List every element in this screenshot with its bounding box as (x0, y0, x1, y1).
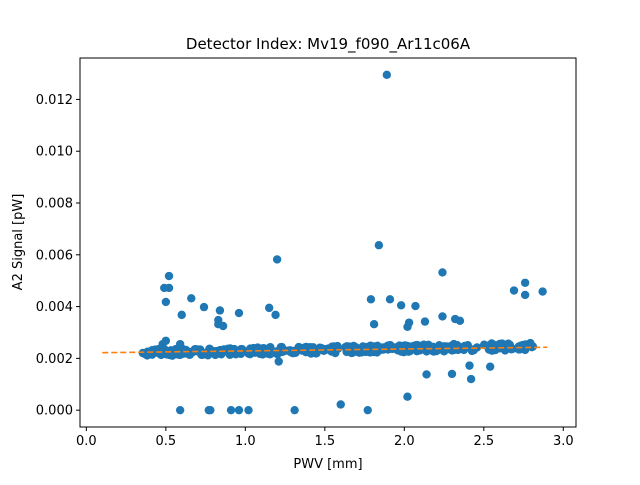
data-point (191, 346, 200, 355)
data-point (175, 339, 185, 349)
data-point (164, 271, 174, 281)
data-point (175, 405, 185, 415)
y-tick-label: 0.002 (36, 352, 73, 367)
data-point (272, 347, 281, 356)
data-point (509, 286, 519, 295)
y-axis-ticks: 0.000 0.002 0.004 0.006 0.008 0.010 0.012 (36, 93, 80, 419)
data-point (538, 287, 547, 296)
y-tick-label: 0.000 (36, 404, 73, 419)
data-point (167, 349, 177, 359)
data-point (435, 341, 444, 350)
data-point (374, 241, 384, 250)
data-point (274, 357, 283, 366)
data-point (225, 350, 235, 360)
data-point (422, 370, 431, 379)
x-axis-label: PWV [mm] (293, 457, 362, 472)
data-point (177, 310, 186, 320)
y-tick-label: 0.004 (36, 300, 73, 315)
data-point (321, 344, 330, 354)
data-point (467, 346, 477, 355)
x-tick-label: 1.0 (235, 434, 256, 449)
y-tick-label: 0.008 (36, 197, 73, 212)
data-point (426, 343, 436, 352)
x-tick-label: 0.5 (156, 434, 177, 449)
data-point (187, 294, 196, 303)
data-point (293, 344, 303, 353)
x-tick-label: 0.0 (76, 434, 97, 449)
data-point (520, 290, 530, 300)
x-tick-label: 2.5 (473, 434, 494, 449)
data-point (199, 302, 209, 312)
data-point (447, 369, 457, 379)
data-point (336, 400, 345, 409)
data-point (161, 297, 171, 307)
fit-line (102, 346, 548, 354)
data-point (396, 346, 406, 355)
data-point (396, 301, 406, 310)
fit-line-layer (102, 346, 548, 354)
data-point (348, 344, 357, 354)
data-point (290, 405, 299, 415)
data-point (385, 295, 395, 304)
data-point (465, 361, 474, 370)
x-tick-label: 2.0 (394, 434, 415, 449)
data-point (508, 344, 517, 354)
data-point (496, 340, 505, 349)
data-point (271, 310, 280, 320)
data-point (403, 322, 412, 331)
y-axis-label: A2 Signal [pW] (11, 194, 26, 291)
data-point (272, 255, 282, 264)
y-tick-label: 0.012 (36, 93, 73, 108)
data-point (205, 346, 214, 355)
data-point (264, 303, 274, 313)
data-point (485, 362, 495, 371)
data-point (206, 405, 215, 415)
x-tick-label: 3.0 (553, 434, 574, 449)
plot-frame (79, 57, 577, 428)
data-point (366, 295, 376, 304)
data-point (261, 348, 270, 357)
data-point (369, 320, 379, 329)
data-point (382, 70, 392, 80)
data-point (403, 392, 412, 401)
data-point (226, 405, 236, 415)
data-point (234, 308, 244, 318)
x-tick-label: 1.5 (314, 434, 335, 449)
data-point (234, 405, 244, 415)
data-point (438, 312, 447, 321)
data-point (489, 345, 499, 355)
data-point (520, 278, 530, 287)
data-point (244, 405, 253, 415)
data-point (161, 336, 171, 345)
data-point (178, 347, 187, 357)
data-point (411, 301, 420, 311)
y-tick-label: 0.006 (36, 248, 73, 263)
data-point (420, 317, 430, 326)
x-axis-ticks: 0.0 0.5 1.0 1.5 2.0 2.5 3.0 (76, 427, 574, 449)
data-point (466, 374, 476, 384)
data-point (218, 321, 228, 331)
data-point (455, 316, 465, 326)
chart-title: Detector Index: Mv19_f090_Ar11c06A (186, 35, 471, 54)
data-point (334, 344, 343, 353)
data-point (438, 268, 447, 277)
y-tick-label: 0.010 (36, 145, 73, 160)
data-point (215, 306, 225, 315)
data-point (363, 405, 372, 415)
data-point (164, 283, 174, 293)
data-point (373, 341, 382, 351)
